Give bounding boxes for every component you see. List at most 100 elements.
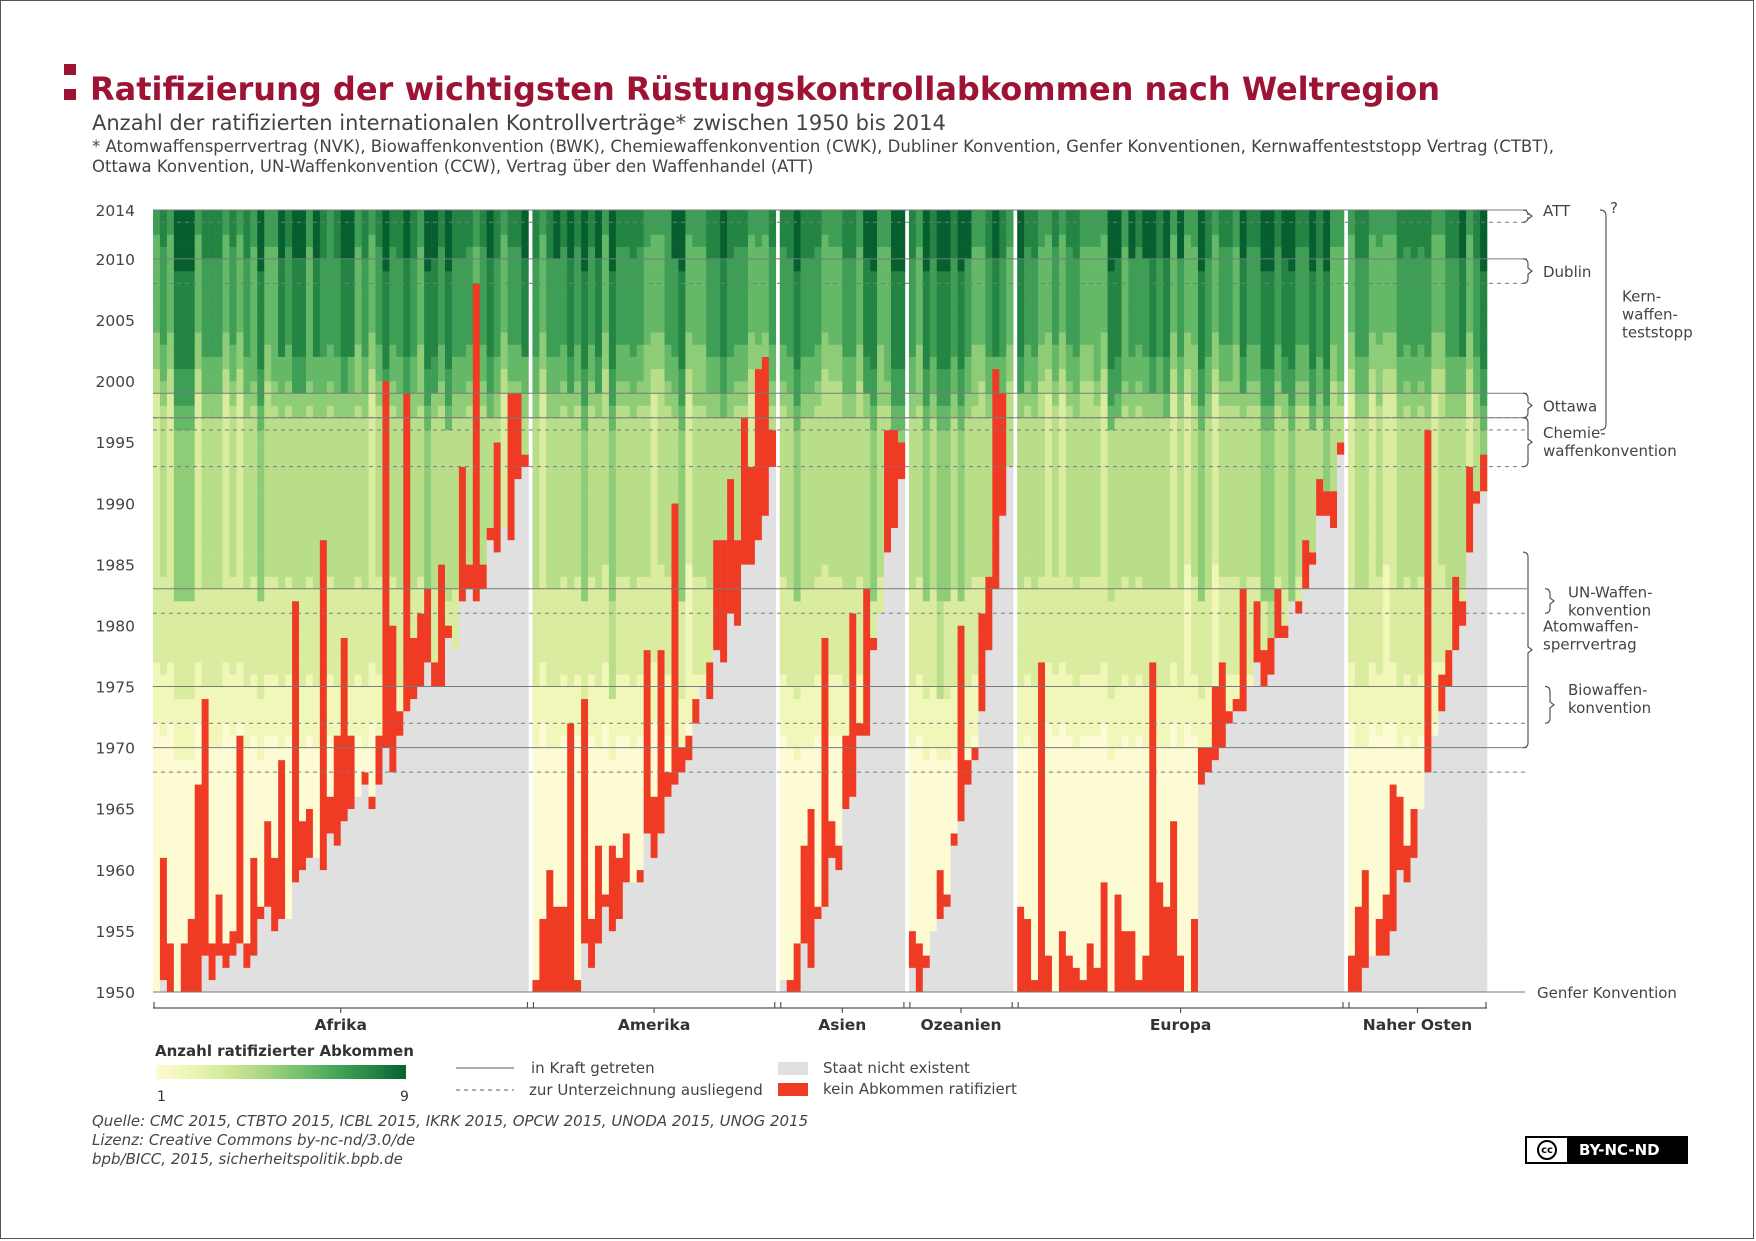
heatmap-cell [451, 906, 460, 919]
heatmap-cell [465, 710, 474, 724]
heatmap-cell [153, 295, 161, 309]
heatmap-cell [546, 454, 554, 467]
heatmap-cell [264, 747, 272, 761]
heatmap-cell [292, 393, 300, 406]
heatmap-cell [382, 906, 390, 919]
heatmap-cell [347, 405, 355, 419]
heatmap-cell [173, 307, 182, 321]
heatmap-cell [250, 698, 258, 712]
heatmap-cell [368, 735, 376, 748]
heatmap-cell [438, 368, 446, 382]
heatmap-cell [417, 234, 425, 247]
heatmap-cell [532, 943, 540, 956]
heatmap-cell [243, 295, 251, 309]
heatmap-cell [595, 967, 603, 981]
heatmap-cell [243, 210, 251, 223]
heatmap-cell [521, 417, 529, 431]
heatmap-cell [622, 576, 631, 590]
heatmap-cell [354, 662, 362, 675]
heatmap-cell [629, 246, 638, 260]
heatmap-cell [507, 283, 515, 296]
heatmap-cell [166, 210, 175, 223]
heatmap-cell [438, 527, 446, 541]
heatmap-cell [229, 295, 237, 309]
heatmap-cell [333, 417, 342, 431]
heatmap-cell [472, 967, 481, 981]
heatmap-cell [180, 613, 189, 626]
heatmap-cell [431, 955, 439, 968]
heatmap-cell [514, 918, 522, 932]
heatmap-cell [299, 796, 307, 810]
heatmap-cell [166, 539, 175, 553]
heatmap-cell [222, 417, 230, 431]
heatmap-cell [560, 271, 568, 284]
heatmap-cell [333, 466, 342, 480]
heatmap-cell [271, 662, 279, 675]
heatmap-cell [278, 759, 286, 773]
heatmap-cell [250, 442, 258, 455]
heatmap-cell [215, 429, 223, 443]
heatmap-cell [574, 405, 582, 419]
heatmap-cell [180, 601, 189, 614]
heatmap-cell [264, 845, 272, 858]
heatmap-cell [692, 478, 700, 492]
heatmap-cell [643, 429, 651, 443]
heatmap-cell [500, 955, 508, 968]
heatmap-cell [326, 662, 335, 675]
heatmap-cell [257, 319, 265, 333]
heatmap-cell [410, 564, 418, 577]
heatmap-cell [236, 747, 244, 761]
heatmap-cell [424, 552, 432, 565]
heatmap-cell [354, 625, 362, 638]
heatmap-cell [250, 955, 258, 968]
heatmap-cell [650, 588, 658, 602]
heatmap-cell [581, 564, 589, 577]
heatmap-cell [451, 393, 460, 406]
heatmap-cell [601, 649, 610, 663]
heatmap-cell [622, 869, 631, 883]
heatmap-cell [180, 405, 189, 419]
heatmap-cell [514, 710, 522, 724]
heatmap-cell [340, 307, 348, 321]
heatmap-cell [417, 491, 425, 504]
heatmap-cell [458, 429, 467, 443]
heatmap-cell [208, 576, 216, 590]
heatmap-cell [595, 295, 603, 309]
heatmap-cell [595, 906, 603, 919]
heatmap-cell [431, 710, 439, 724]
heatmap-cell [671, 710, 679, 724]
heatmap-cell [451, 747, 460, 761]
heatmap-cell [532, 539, 540, 553]
heatmap-cell [567, 271, 575, 284]
heatmap-cell [671, 368, 679, 382]
heatmap-cell [347, 674, 355, 687]
heatmap-cell [257, 246, 265, 260]
heatmap-cell [229, 625, 237, 638]
heatmap-cell [278, 527, 286, 541]
heatmap-cell [608, 552, 617, 565]
heatmap-cell [678, 319, 686, 333]
heatmap-cell [382, 601, 390, 614]
heatmap-cell [507, 674, 515, 687]
heatmap-cell [493, 491, 501, 504]
heatmap-cell [222, 723, 230, 736]
heatmap-cell [250, 918, 258, 932]
heatmap-cell [546, 723, 554, 736]
heatmap-cell [403, 576, 411, 590]
heatmap-cell [479, 417, 488, 431]
heatmap-cell [187, 967, 196, 981]
heatmap-cell [615, 747, 624, 761]
heatmap-cell [431, 784, 439, 797]
heatmap-cell [622, 637, 631, 651]
heatmap-cell [201, 356, 209, 370]
heatmap-cell [208, 613, 216, 626]
heatmap-cell [222, 466, 230, 480]
heatmap-cell [326, 417, 335, 431]
heatmap-cell [201, 417, 209, 431]
heatmap-cell [354, 747, 362, 761]
heatmap-cell [159, 772, 168, 785]
heatmap-cell [347, 637, 355, 651]
heatmap-cell [368, 820, 376, 834]
heatmap-cell [187, 527, 196, 541]
heatmap-cell [507, 393, 515, 406]
